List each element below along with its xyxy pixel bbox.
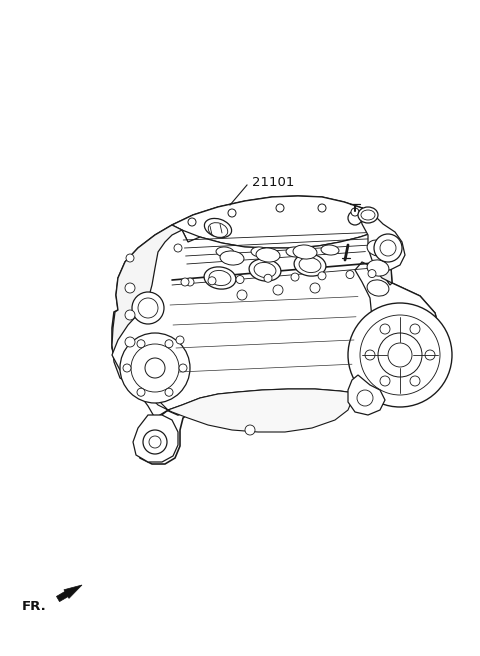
Ellipse shape — [358, 207, 378, 223]
Ellipse shape — [293, 245, 317, 259]
Circle shape — [125, 337, 135, 347]
Circle shape — [410, 376, 420, 386]
Circle shape — [365, 350, 375, 360]
Circle shape — [174, 244, 182, 252]
Ellipse shape — [286, 247, 304, 257]
Circle shape — [318, 204, 326, 212]
Ellipse shape — [299, 257, 321, 273]
Circle shape — [380, 324, 390, 334]
Ellipse shape — [249, 259, 281, 281]
Circle shape — [368, 270, 376, 277]
Polygon shape — [112, 225, 190, 385]
Circle shape — [360, 315, 440, 395]
Circle shape — [123, 364, 131, 372]
Circle shape — [291, 273, 299, 281]
Circle shape — [137, 388, 145, 396]
Circle shape — [181, 278, 189, 286]
Circle shape — [276, 204, 284, 212]
Ellipse shape — [216, 247, 234, 257]
Polygon shape — [148, 389, 355, 432]
Polygon shape — [355, 262, 440, 394]
Circle shape — [143, 430, 167, 454]
Circle shape — [245, 425, 255, 435]
Ellipse shape — [294, 254, 326, 276]
Circle shape — [188, 218, 196, 226]
Ellipse shape — [367, 260, 389, 276]
Circle shape — [346, 270, 354, 279]
Circle shape — [137, 340, 145, 348]
Circle shape — [165, 340, 173, 348]
Polygon shape — [112, 230, 390, 418]
Ellipse shape — [209, 270, 231, 285]
Circle shape — [125, 310, 135, 320]
Circle shape — [348, 303, 452, 407]
Circle shape — [208, 277, 216, 285]
Circle shape — [138, 298, 158, 318]
Circle shape — [228, 209, 236, 217]
Circle shape — [374, 234, 402, 262]
Circle shape — [149, 436, 161, 448]
Ellipse shape — [361, 210, 375, 220]
Circle shape — [125, 283, 135, 293]
Circle shape — [126, 254, 134, 262]
Circle shape — [388, 343, 412, 367]
Polygon shape — [133, 415, 178, 462]
Circle shape — [380, 376, 390, 386]
Ellipse shape — [251, 247, 269, 257]
Circle shape — [318, 272, 326, 280]
Circle shape — [131, 344, 179, 392]
Polygon shape — [372, 216, 392, 283]
Circle shape — [120, 333, 190, 403]
Circle shape — [176, 336, 184, 344]
Circle shape — [348, 211, 362, 225]
Ellipse shape — [321, 245, 339, 255]
Circle shape — [165, 388, 173, 396]
Polygon shape — [172, 196, 382, 248]
Text: 21101: 21101 — [252, 176, 294, 188]
Ellipse shape — [254, 262, 276, 277]
Polygon shape — [360, 208, 405, 270]
Circle shape — [310, 283, 320, 293]
Circle shape — [145, 358, 165, 378]
Circle shape — [380, 240, 396, 256]
Ellipse shape — [208, 222, 228, 237]
Text: FR.: FR. — [22, 600, 47, 613]
Circle shape — [237, 290, 247, 300]
Ellipse shape — [204, 267, 236, 289]
Circle shape — [410, 324, 420, 334]
Circle shape — [357, 390, 373, 406]
Polygon shape — [348, 375, 385, 415]
Ellipse shape — [367, 240, 389, 256]
Circle shape — [132, 292, 164, 324]
Ellipse shape — [256, 248, 280, 262]
Ellipse shape — [204, 218, 232, 237]
Circle shape — [179, 364, 187, 372]
Circle shape — [264, 274, 272, 282]
Circle shape — [378, 333, 422, 377]
Polygon shape — [112, 196, 440, 464]
Circle shape — [236, 276, 244, 283]
Ellipse shape — [367, 280, 389, 296]
Circle shape — [351, 208, 359, 216]
Circle shape — [273, 285, 283, 295]
Ellipse shape — [220, 251, 244, 265]
Circle shape — [186, 278, 194, 286]
Polygon shape — [57, 585, 82, 602]
Circle shape — [425, 350, 435, 360]
